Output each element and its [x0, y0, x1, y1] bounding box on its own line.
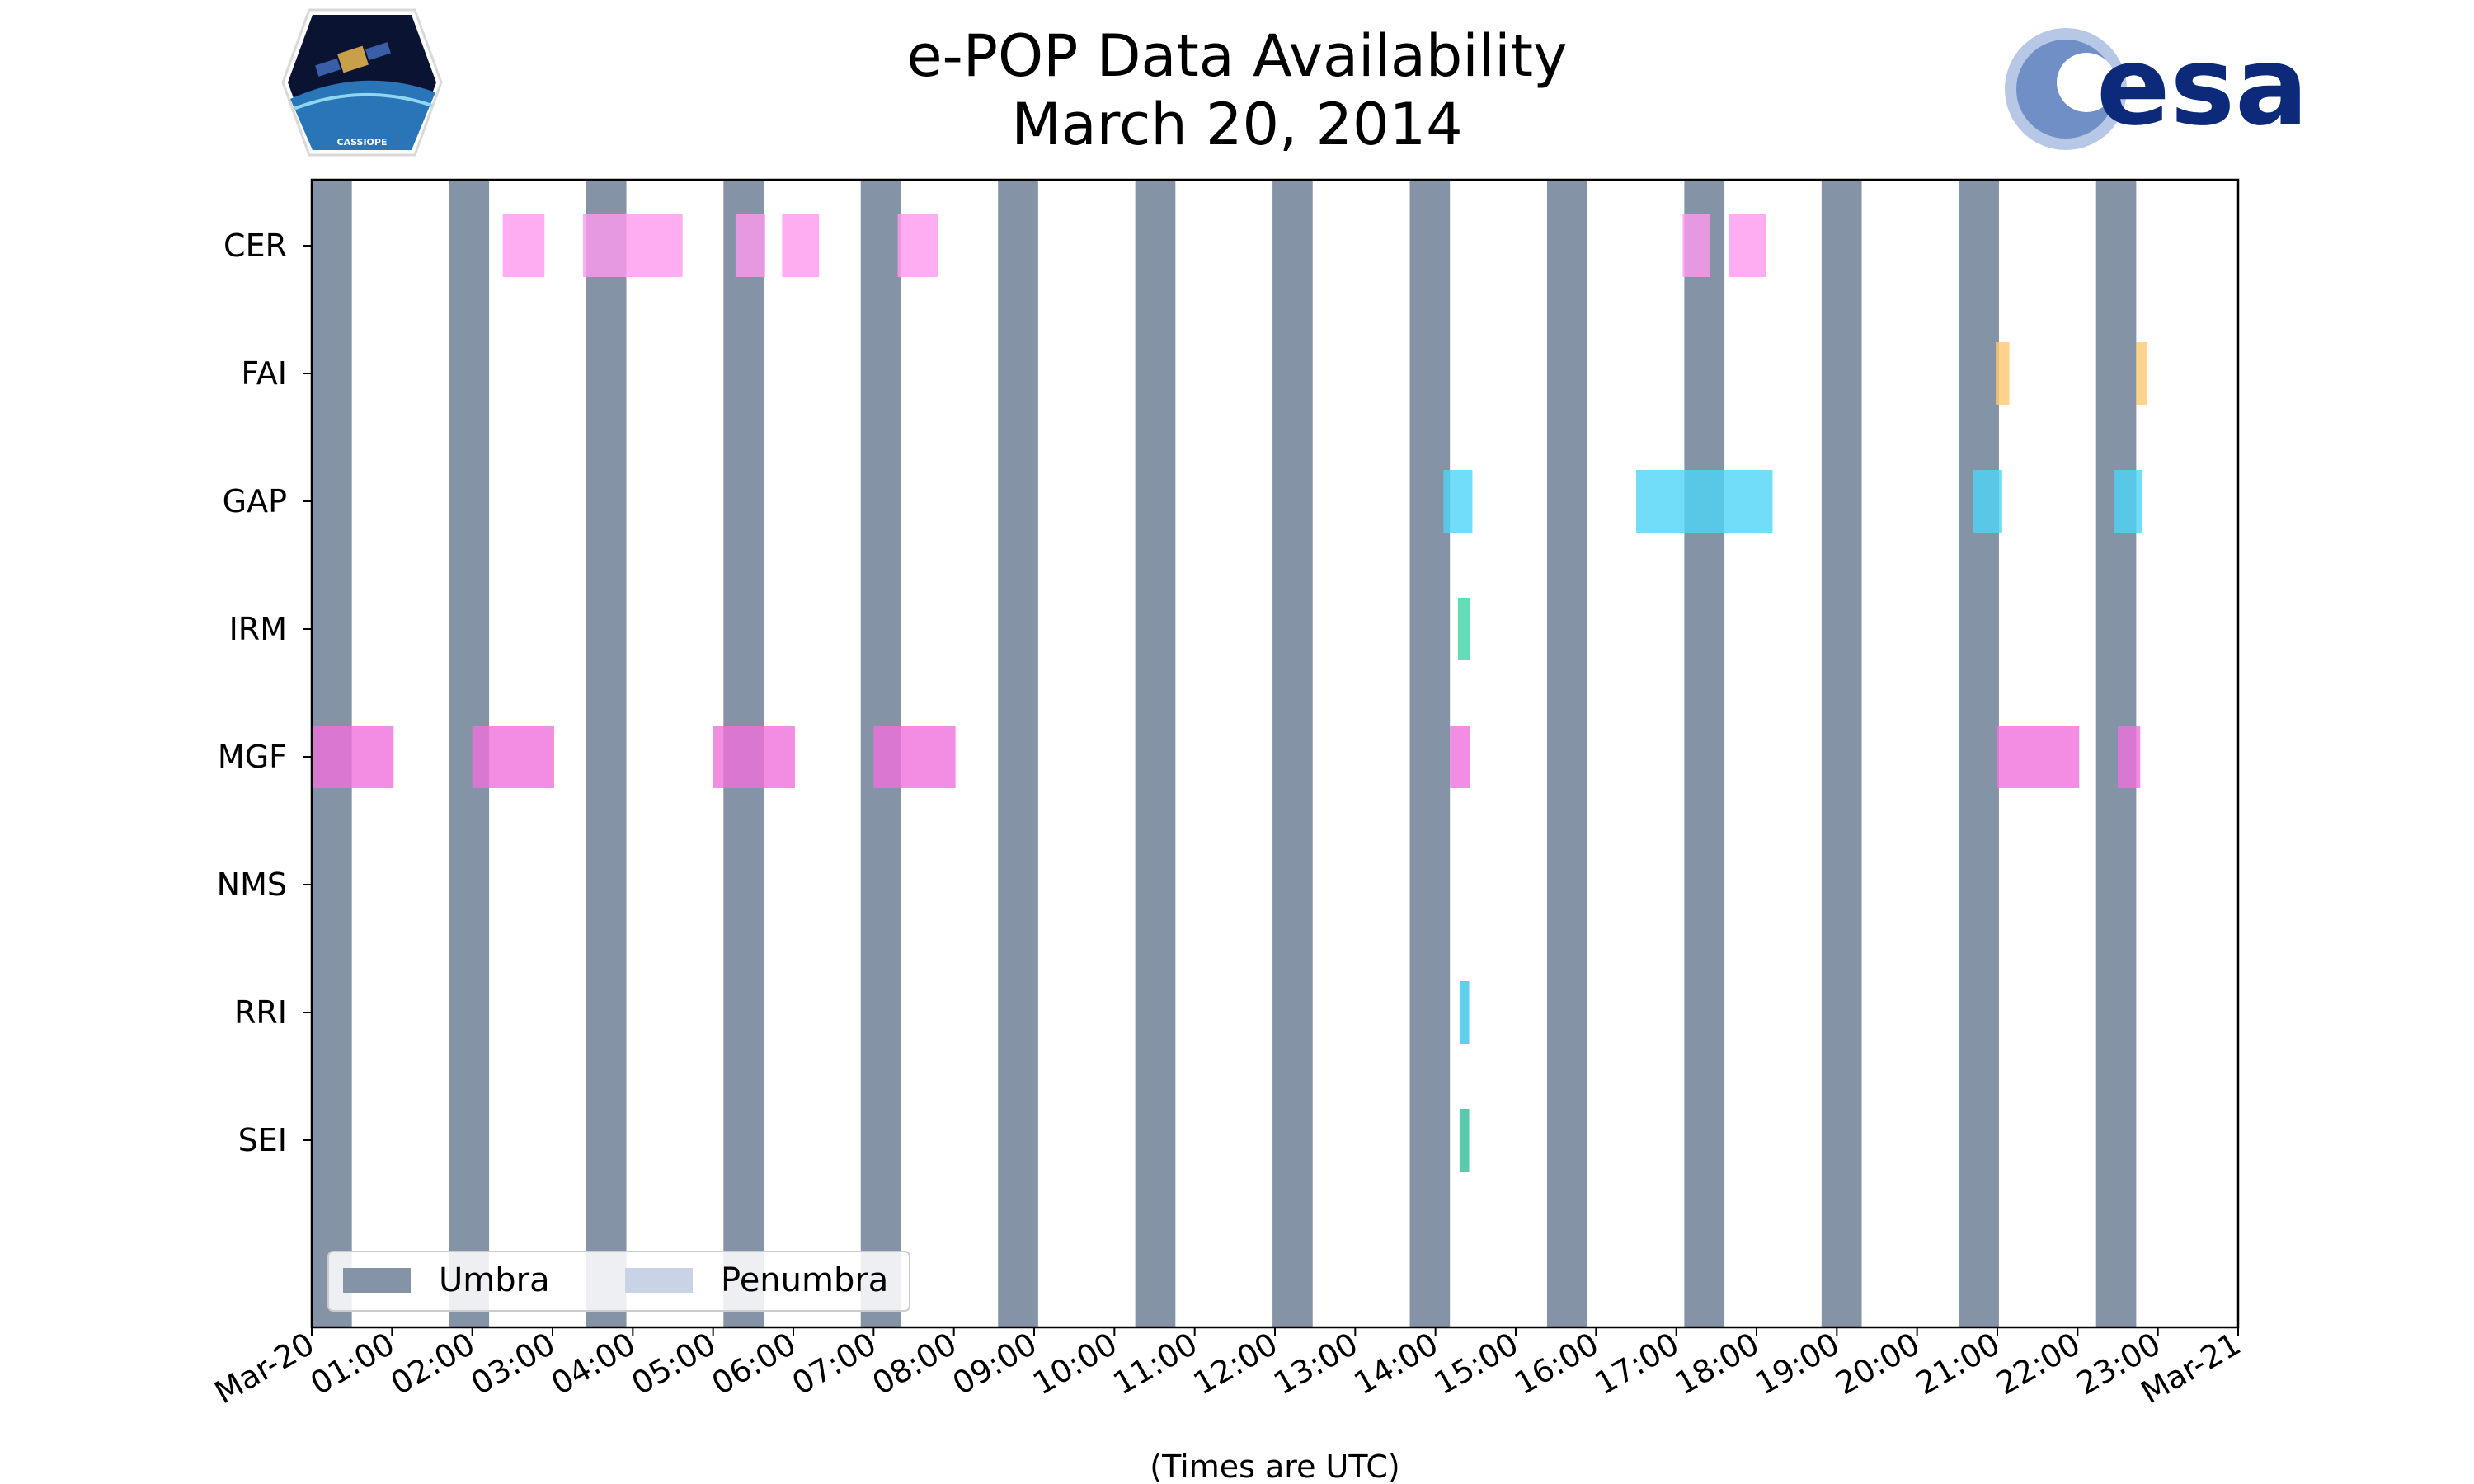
cassiope-logo-horizon — [293, 93, 433, 110]
x-tick-label-05-00: 05:00 — [625, 1326, 722, 1402]
x-tick-label-22-00: 22:00 — [1990, 1326, 2086, 1402]
x-tick-label-13-00: 13:00 — [1268, 1326, 1364, 1402]
x-tick-label-11-00: 11:00 — [1107, 1326, 1203, 1402]
x-tick-label-02-00: 02:00 — [384, 1326, 481, 1402]
bar-mgf-1 — [312, 726, 394, 788]
bar-gap-2 — [1636, 470, 1773, 533]
x-tick-label-01-00: 01:00 — [304, 1326, 401, 1402]
bar-gap-3 — [1973, 470, 2002, 533]
umbra-band-7 — [1135, 180, 1176, 1327]
bar-cer-5 — [897, 214, 938, 277]
cassiope-logo: CASSIOPE — [281, 8, 443, 157]
bar-mgf-4 — [873, 726, 956, 788]
x-tick-label-20-00: 20:00 — [1829, 1326, 1926, 1402]
chart-title: e-POP Data Availability — [906, 22, 1567, 90]
bar-mgf-2 — [472, 726, 554, 788]
bar-cer-1 — [502, 214, 545, 277]
esa-logo-inner-disc — [2057, 53, 2116, 112]
chart-subtitle: March 20, 2014 — [1011, 91, 1462, 158]
data-bars — [312, 214, 2148, 1172]
bar-cer-7 — [1728, 214, 1766, 277]
umbra-band-3 — [586, 180, 627, 1327]
legend-swatch-penumbra — [625, 1268, 693, 1293]
umbra-band-8 — [1272, 180, 1313, 1327]
legend-swatch-umbra — [343, 1268, 411, 1293]
x-tick-label-03-00: 03:00 — [465, 1326, 562, 1402]
bar-cer-6 — [1682, 214, 1710, 277]
bar-irm-1 — [1457, 598, 1470, 660]
x-tick-label-17-00: 17:00 — [1588, 1326, 1685, 1402]
bar-rri-1 — [1459, 981, 1470, 1044]
x-axis: Mar-2001:0002:0003:0004:0005:0006:0007:0… — [209, 1326, 2247, 1411]
bar-mgf-5 — [1450, 726, 1470, 788]
cassiope-logo-text: CASSIOPE — [337, 137, 388, 148]
umbra-band-13 — [1959, 180, 1999, 1327]
x-tick-label-14-00: 14:00 — [1348, 1326, 1444, 1402]
x-tick-label-18-00: 18:00 — [1669, 1326, 1766, 1402]
esa-logo-text: esa — [2096, 23, 2308, 150]
x-tick-label-12-00: 12:00 — [1188, 1326, 1284, 1402]
legend-label-umbra: Umbra — [439, 1261, 550, 1299]
y-tick-label-gap: GAP — [223, 483, 287, 519]
legend: Umbra Penumbra — [327, 1251, 910, 1312]
y-tick-label-mgf: MGF — [218, 739, 287, 775]
x-tick-label-08-00: 08:00 — [866, 1326, 962, 1402]
bar-cer-3 — [735, 214, 765, 277]
y-tick-label-nms: NMS — [217, 866, 287, 903]
umbra-band-9 — [1409, 180, 1451, 1327]
x-tick-label-10-00: 10:00 — [1027, 1326, 1123, 1402]
x-tick-label-21-00: 21:00 — [1910, 1326, 2006, 1402]
y-tick-label-rri: RRI — [234, 994, 287, 1031]
bar-fai-2 — [2136, 342, 2148, 405]
y-axis: CER FAI GAP IRM MGF NMS RRI SEI — [217, 228, 312, 1158]
umbra-band-11 — [1684, 180, 1725, 1327]
y-tick-label-cer: CER — [223, 228, 287, 264]
bar-mgf-6 — [1997, 726, 2080, 788]
x-tick-label-mar-20: Mar-20 — [209, 1326, 321, 1411]
esa-logo: esa — [2005, 23, 2308, 150]
satellite-icon — [315, 42, 391, 77]
bar-cer-4 — [782, 214, 820, 277]
bar-gap-1 — [1443, 470, 1473, 533]
bar-gap-4 — [2114, 470, 2142, 533]
bar-sei-1 — [1459, 1109, 1470, 1172]
legend-frame — [327, 1251, 910, 1312]
y-tick-label-irm: IRM — [229, 611, 287, 647]
y-tick-label-fai: FAI — [241, 355, 287, 392]
umbra-band-10 — [1546, 180, 1587, 1327]
bar-fai-1 — [1996, 342, 2010, 405]
x-tick-label-04-00: 04:00 — [545, 1326, 642, 1402]
bar-mgf-3 — [713, 726, 795, 788]
umbra-band-6 — [998, 180, 1038, 1327]
x-tick-label-06-00: 06:00 — [706, 1326, 802, 1402]
bar-cer-2 — [582, 214, 683, 277]
x-tick-label-19-00: 19:00 — [1749, 1326, 1846, 1402]
x-tick-label-09-00: 09:00 — [947, 1326, 1043, 1402]
x-axis-label: (Times are UTC) — [1150, 1449, 1399, 1484]
x-tick-label-15-00: 15:00 — [1428, 1326, 1525, 1402]
bar-mgf-7 — [2118, 726, 2141, 788]
x-tick-label-07-00: 07:00 — [786, 1326, 882, 1402]
umbra-band-12 — [1821, 180, 1862, 1327]
legend-label-penumbra: Penumbra — [721, 1261, 888, 1299]
y-tick-label-sei: SEI — [238, 1122, 287, 1158]
x-tick-label-16-00: 16:00 — [1508, 1326, 1605, 1402]
